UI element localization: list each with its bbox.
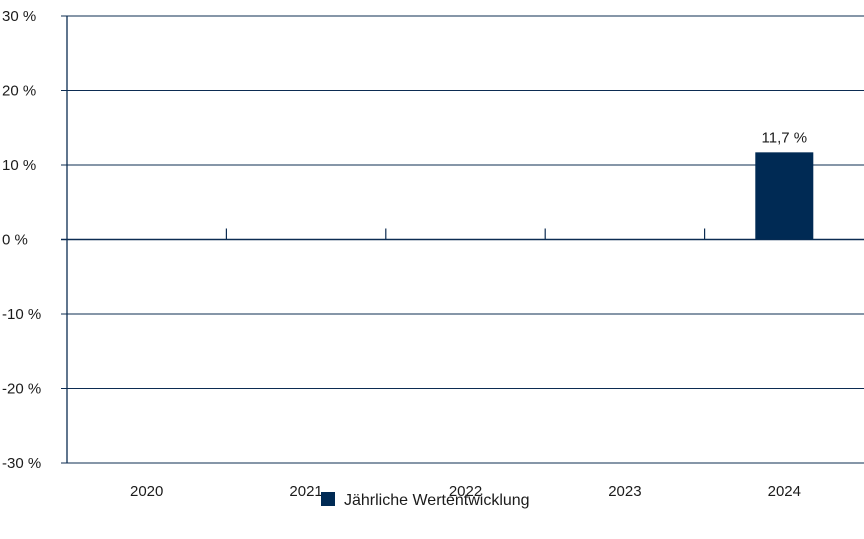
y-tick-label: -20 %	[2, 381, 41, 398]
y-tick-label: 10 %	[2, 157, 36, 174]
y-tick-label: -10 %	[2, 306, 41, 323]
x-tick-label: 2020	[130, 483, 163, 500]
legend-label: Jährliche Wertentwicklung	[344, 492, 530, 509]
y-tick-label: -30 %	[2, 455, 41, 472]
data-label: 11,7 %	[762, 129, 808, 146]
x-tick-label: 2024	[768, 483, 801, 500]
x-tick-label: 2023	[608, 483, 641, 500]
x-tick-label: 2021	[289, 483, 322, 500]
y-axis-tick-labels: 30 % 20 % 10 % 0 % -10 % -20 % -30 %	[2, 8, 41, 472]
data-labels: 11,7 %	[762, 129, 808, 146]
x-axis-tick-labels: 2020 2021 2022 2023 2024	[130, 483, 801, 500]
legend: Jährliche Wertentwicklung	[321, 492, 530, 509]
legend-swatch	[321, 492, 335, 506]
y-tick-label: 20 %	[2, 83, 36, 100]
bars	[755, 152, 814, 240]
y-tick-label: 0 %	[2, 232, 28, 249]
grid-lines	[61, 15, 864, 464]
bar	[755, 152, 814, 240]
y-tick-label: 30 %	[2, 8, 36, 25]
x-tick-label: 2022	[449, 483, 482, 500]
